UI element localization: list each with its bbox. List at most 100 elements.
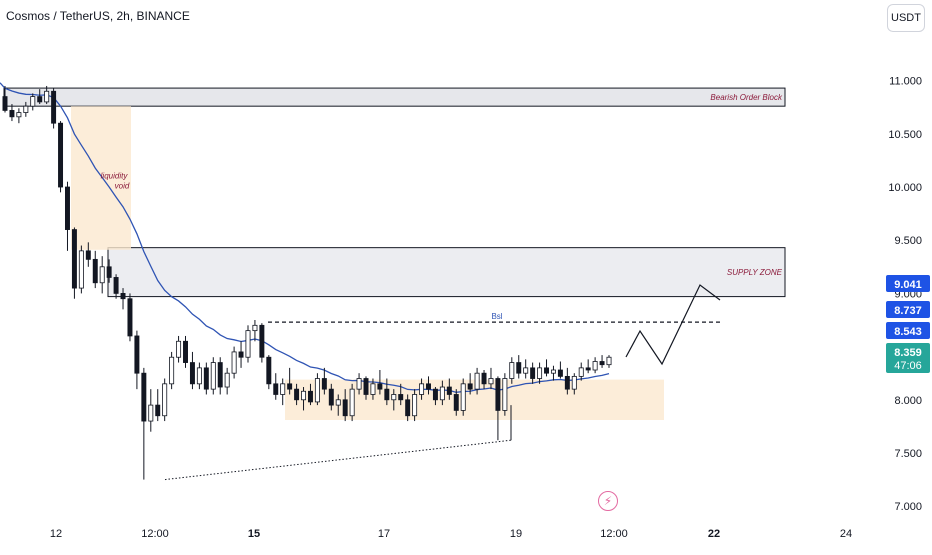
candle-body <box>342 399 348 417</box>
candle <box>183 335 188 368</box>
candle <box>245 325 251 363</box>
candle-body <box>141 372 147 422</box>
candle-body <box>564 375 570 390</box>
bsl-label: Bsl <box>491 312 502 321</box>
candle-body <box>266 356 272 385</box>
candle-body <box>189 362 195 385</box>
candle-body <box>571 375 577 390</box>
candle <box>467 373 473 395</box>
candle <box>432 387 438 406</box>
candle <box>106 259 112 283</box>
lightning-icon[interactable]: ⚡ <box>598 491 618 511</box>
candle <box>203 362 209 395</box>
candle-body <box>30 96 36 107</box>
candle-body <box>509 362 515 379</box>
candle <box>196 362 202 390</box>
candle-body <box>460 383 466 411</box>
zone-labels-layer: Bearish Order Block SUPPLY ZONE liquidityv… <box>101 93 783 277</box>
price-tag-bg <box>886 275 930 292</box>
candle-body <box>502 378 508 411</box>
candle-body <box>557 369 563 377</box>
symbol-title: Cosmos / TetherUS, 2h, BINANCE <box>6 9 190 23</box>
candle-body <box>356 378 362 390</box>
candle <box>516 355 522 379</box>
price-tick-label: 11.000 <box>889 76 922 88</box>
price-tag: 9.041 <box>886 275 930 292</box>
price-tick-label: 8.000 <box>894 395 922 407</box>
candle <box>328 383 334 411</box>
candle-body <box>467 383 473 390</box>
candle <box>155 389 161 422</box>
candle-body <box>169 356 175 385</box>
candle-body <box>606 356 612 366</box>
candle-body <box>370 383 376 395</box>
candle-body <box>363 378 369 395</box>
candle <box>134 330 140 390</box>
candle <box>363 376 369 400</box>
time-tick-label: 12:00 <box>141 528 169 540</box>
candle-body <box>106 266 112 278</box>
candle-body <box>23 105 29 113</box>
candle-body <box>585 367 591 371</box>
candle <box>120 288 126 310</box>
candle <box>356 373 362 395</box>
candle-body <box>2 96 8 111</box>
candle-body <box>405 399 411 417</box>
zone-label: SUPPLY ZONE <box>727 268 783 277</box>
candle-body <box>134 335 140 374</box>
candle-body <box>127 298 133 337</box>
time-tick-label: 15 <box>248 528 260 540</box>
candle <box>446 378 452 400</box>
candle-body <box>412 394 418 417</box>
candle <box>495 376 501 441</box>
candle <box>398 383 404 406</box>
candle-body <box>537 367 543 379</box>
candle <box>141 367 147 480</box>
candle <box>85 242 91 267</box>
candle <box>349 383 355 422</box>
candle-body <box>426 383 431 390</box>
supply-zone <box>107 247 786 298</box>
candle <box>65 181 70 251</box>
candle-body <box>58 122 64 188</box>
price-tick-label: 7.500 <box>894 448 922 460</box>
candle <box>294 383 300 406</box>
candle-body <box>65 186 70 230</box>
time-axis[interactable]: 12 12:00 15 17 19 12:00 22 24 <box>50 528 852 540</box>
price-tick-label: 9.500 <box>894 235 922 247</box>
candle <box>377 370 383 395</box>
time-tick-label: 12:00 <box>600 528 628 540</box>
candle-body <box>217 362 223 388</box>
candle-body <box>439 386 445 401</box>
price-tag-value: 8.359 <box>894 347 922 359</box>
price-tag: 8.543 <box>886 322 930 339</box>
candle-body <box>307 390 313 403</box>
candle-body <box>231 351 237 374</box>
candle-body <box>224 372 230 388</box>
candle <box>544 359 550 377</box>
candle-body <box>349 388 355 417</box>
price-tag-bg <box>886 343 930 373</box>
candle-body <box>85 250 91 260</box>
candle <box>370 378 376 400</box>
price-tick-label: 10.000 <box>888 182 922 194</box>
candle-body <box>398 394 404 401</box>
price-tag-value: 8.737 <box>894 305 922 317</box>
currency-button[interactable]: USDT <box>887 4 925 32</box>
liquidity-trendline <box>164 439 512 481</box>
candle <box>557 361 563 379</box>
candle <box>176 335 182 363</box>
candle <box>301 387 307 411</box>
candle <box>474 367 480 395</box>
candle-body <box>92 258 98 284</box>
candle <box>307 383 313 406</box>
candle-body <box>148 404 154 422</box>
candle <box>321 367 327 395</box>
candle <box>578 362 584 381</box>
candle-body <box>44 90 50 103</box>
time-tick-label: 24 <box>840 528 852 540</box>
candle <box>335 394 341 416</box>
